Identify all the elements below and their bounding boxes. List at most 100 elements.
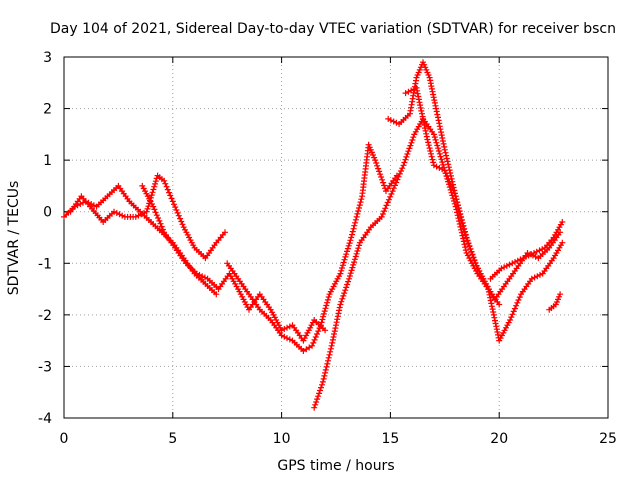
- data-point: [424, 136, 431, 143]
- data-point: [284, 335, 290, 342]
- data-point: [314, 396, 321, 403]
- data-point: [310, 339, 317, 346]
- data-point: [341, 256, 348, 263]
- data-point: [116, 211, 123, 218]
- data-point: [433, 139, 440, 146]
- data-point: [344, 281, 351, 288]
- data-point: [351, 222, 358, 229]
- data-point: [434, 142, 441, 149]
- data-point: [436, 150, 443, 157]
- data-point: [462, 228, 468, 235]
- data-point: [318, 384, 324, 391]
- series-layer: [61, 59, 566, 411]
- data-point: [393, 179, 400, 186]
- data-point: [534, 273, 541, 280]
- data-point: [515, 297, 522, 303]
- data-point: [425, 142, 432, 149]
- data-point: [327, 348, 334, 355]
- data-point: [150, 203, 157, 210]
- tick-labels-layer: 0 5 10 15 20 25 -4 -3 -2 -1 0 1 2 3: [38, 50, 617, 447]
- data-point: [401, 159, 408, 166]
- series-line: [69, 174, 226, 259]
- data-point: [467, 245, 474, 252]
- chart-title: Day 104 of 2021, Sidereal Day-to-day VTE…: [50, 21, 616, 37]
- data-point: [324, 360, 331, 367]
- data-point: [387, 117, 394, 124]
- data-point: [516, 294, 523, 301]
- series-markers: [402, 84, 566, 344]
- data-point: [163, 183, 170, 190]
- data-point: [339, 295, 346, 302]
- data-point: [138, 211, 145, 218]
- data-point: [400, 162, 407, 169]
- data-point: [347, 270, 354, 277]
- data-point: [460, 222, 467, 229]
- data-point: [222, 229, 228, 236]
- data-point: [557, 291, 564, 298]
- data-point: [532, 253, 539, 260]
- data-point: [113, 210, 120, 216]
- data-point: [531, 274, 538, 281]
- y-tick-label: 0: [43, 205, 52, 221]
- data-point: [456, 208, 463, 214]
- data-point: [410, 134, 417, 141]
- data-point: [378, 174, 385, 180]
- data-point: [528, 251, 535, 258]
- data-point: [513, 302, 520, 309]
- data-point: [388, 191, 395, 197]
- data-point: [439, 159, 446, 166]
- data-point: [199, 273, 206, 280]
- data-point: [443, 170, 449, 177]
- data-point: [459, 219, 466, 226]
- data-point: [319, 316, 326, 323]
- data-point: [151, 206, 158, 213]
- data-point: [352, 219, 359, 226]
- data-point: [354, 210, 361, 217]
- data-point: [436, 164, 443, 171]
- data-point: [156, 217, 163, 224]
- data-point: [284, 324, 290, 331]
- data-point: [539, 246, 546, 253]
- data-point: [148, 192, 155, 199]
- data-point: [315, 393, 322, 400]
- data-point: [135, 212, 142, 219]
- data-point: [315, 328, 322, 335]
- data-point: [447, 181, 454, 188]
- data-point: [342, 287, 349, 294]
- data-point: [312, 334, 319, 340]
- data-point: [196, 271, 203, 278]
- data-point: [345, 242, 352, 249]
- data-point: [438, 156, 445, 163]
- data-point: [404, 151, 411, 157]
- data-point: [177, 215, 184, 222]
- data-point: [350, 225, 357, 232]
- data-point: [462, 231, 469, 238]
- x-axis-label: GPS time / hours: [277, 458, 394, 474]
- data-point: [514, 257, 521, 264]
- data-point: [339, 265, 345, 271]
- y-tick-label: -2: [38, 308, 52, 324]
- data-point: [324, 299, 331, 306]
- data-point: [193, 270, 200, 277]
- data-point: [465, 240, 472, 247]
- data-point: [402, 90, 409, 97]
- data-point: [343, 284, 350, 291]
- data-point: [377, 171, 384, 178]
- data-point: [449, 184, 456, 191]
- data-point: [317, 322, 324, 329]
- data-point: [506, 261, 513, 268]
- data-point: [512, 259, 518, 265]
- series-sat-h: [487, 219, 566, 282]
- data-point: [323, 302, 330, 309]
- data-point: [434, 111, 441, 118]
- data-point: [384, 199, 391, 206]
- data-point: [508, 314, 515, 321]
- data-point: [111, 208, 117, 215]
- y-tick-label: -4: [38, 411, 52, 427]
- data-point: [418, 107, 425, 114]
- data-point: [445, 176, 452, 183]
- data-point: [323, 363, 330, 370]
- data-point: [462, 244, 469, 251]
- data-point: [319, 381, 325, 388]
